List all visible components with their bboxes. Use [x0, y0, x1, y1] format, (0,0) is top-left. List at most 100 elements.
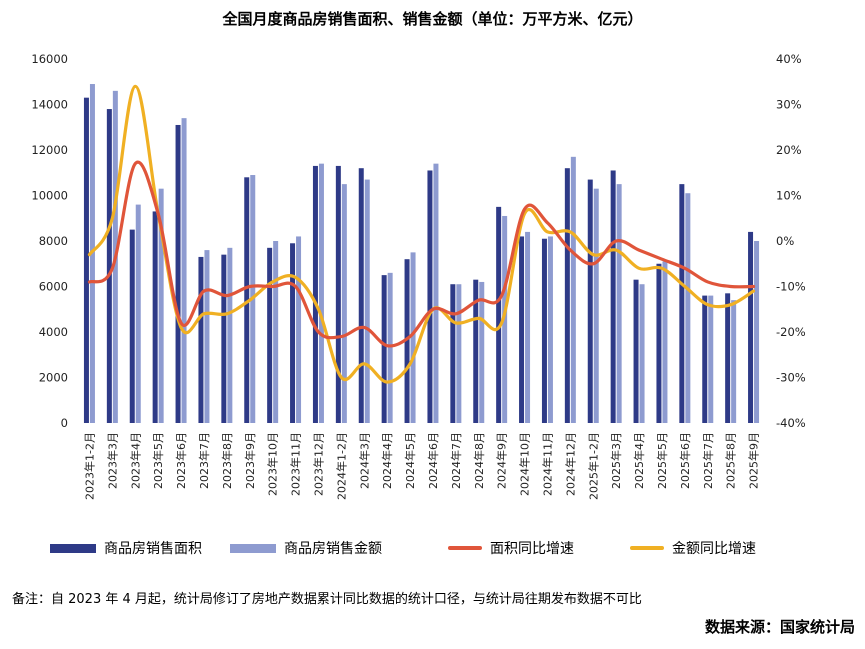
bar-series	[83, 84, 760, 424]
x-tick-label: 2023年12月	[311, 432, 325, 496]
bar-amount	[410, 252, 416, 423]
bar-amount	[593, 188, 599, 423]
x-tick-label: 2023年7月	[197, 432, 211, 489]
legend-label-amount-yoy: 金额同比增速	[672, 541, 756, 557]
line-area-yoy	[87, 160, 756, 348]
bar-amount	[570, 156, 576, 423]
legend-item-amount: 商品房销售金额	[230, 538, 382, 558]
bar-area	[381, 275, 387, 423]
right-tick-label: 20%	[776, 143, 802, 157]
x-tick-label: 2023年8月	[220, 432, 234, 489]
x-tick-label: 2023年1-2月	[82, 432, 96, 500]
left-tick-label: 0	[61, 416, 68, 430]
x-tick-label: 2024年10月	[518, 432, 532, 496]
bar-amount	[273, 241, 279, 423]
bar-area	[473, 279, 479, 423]
x-tick-label: 2024年9月	[495, 432, 509, 489]
x-tick-label: 2025年1-2月	[586, 432, 600, 500]
bar-amount	[135, 204, 141, 423]
bar-amount	[181, 118, 187, 424]
left-tick-label: 8000	[39, 234, 68, 248]
x-tick-label: 2023年9月	[243, 432, 257, 489]
right-tick-label: -40%	[776, 416, 806, 430]
x-tick-label: 2024年3月	[357, 432, 371, 489]
x-tick-label: 2023年5月	[151, 432, 165, 489]
left-tick-label: 14000	[31, 98, 68, 112]
x-axis-labels: 2023年1-2月 2023年3月 2023年4月 2023年5月 2023年6月 202…	[82, 432, 760, 500]
bar-amount	[639, 284, 645, 423]
x-tick-label: 2025年7月	[701, 432, 715, 489]
bar-area	[175, 124, 181, 423]
bar-area	[587, 179, 593, 423]
bar-amount	[502, 215, 508, 423]
left-axis: 0 2000 4000 6000 8000 10000 12000 14000 16000	[31, 52, 68, 430]
x-tick-label: 2025年9月	[747, 432, 761, 489]
bar-amount	[662, 261, 668, 423]
x-tick-label: 2024年4月	[380, 432, 394, 489]
bar-amount	[547, 236, 553, 423]
bar-amount	[754, 241, 760, 423]
bar-amount	[685, 193, 691, 423]
x-tick-label: 2023年4月	[128, 432, 142, 489]
bar-amount	[456, 284, 462, 423]
bar-area	[450, 284, 456, 423]
bar-area	[198, 256, 204, 423]
bar-area	[519, 236, 525, 423]
bar-amount	[616, 184, 622, 423]
bar-area	[496, 206, 502, 423]
right-tick-label: -10%	[776, 280, 806, 294]
bar-area	[610, 170, 616, 423]
bar-amount	[296, 236, 302, 423]
bar-area	[267, 247, 273, 423]
bar-amount	[433, 163, 439, 423]
right-tick-label: 10%	[776, 189, 802, 203]
line-amount-yoy	[87, 84, 756, 384]
x-tick-label: 2025年4月	[632, 432, 646, 489]
bar-area	[129, 229, 135, 423]
bar-area	[725, 293, 731, 423]
x-tick-label: 2025年6月	[678, 432, 692, 489]
bar-area	[244, 177, 250, 423]
x-tick-label: 2024年5月	[403, 432, 417, 489]
bar-area	[541, 238, 547, 423]
x-tick-label: 2023年11月	[289, 432, 303, 496]
bar-area	[702, 295, 708, 423]
left-tick-label: 12000	[31, 143, 68, 157]
footnote: 备注：自 2023 年 4 月起，统计局修订了房地产数据累计同比数据的统计口径，…	[12, 592, 642, 607]
bar-area	[335, 165, 341, 424]
right-tick-label: 40%	[776, 52, 802, 66]
bar-amount	[731, 300, 737, 423]
bar-area	[404, 259, 410, 423]
x-tick-label: 2024年12月	[563, 432, 577, 496]
right-tick-label: -20%	[776, 325, 806, 339]
legend-item-amount-yoy: 金额同比增速	[630, 538, 756, 558]
x-tick-label: 2024年7月	[449, 432, 463, 489]
bar-area	[656, 263, 662, 423]
x-tick-label: 2023年6月	[174, 432, 188, 489]
left-tick-label: 2000	[39, 371, 68, 385]
bar-amount	[364, 179, 370, 423]
x-tick-label: 2025年3月	[609, 432, 623, 489]
legend-swatch-area-yoy	[448, 546, 482, 550]
legend-item-area: 商品房销售面积	[50, 538, 202, 558]
left-tick-label: 6000	[39, 280, 68, 294]
bar-amount	[158, 188, 164, 423]
legend-label-area-yoy: 面积同比增速	[490, 541, 574, 557]
legend-swatch-area	[50, 543, 96, 553]
bar-area	[679, 184, 685, 423]
left-tick-label: 16000	[31, 52, 68, 66]
bar-area	[312, 165, 318, 424]
legend-label-area: 商品房销售面积	[104, 541, 202, 557]
legend-swatch-amount-yoy	[630, 546, 664, 550]
right-tick-label: 30%	[776, 98, 802, 112]
x-tick-label: 2024年8月	[472, 432, 486, 489]
x-tick-label: 2023年10月	[266, 432, 280, 496]
bar-area	[358, 168, 364, 423]
right-tick-label: 0%	[776, 234, 794, 248]
x-tick-label: 2024年11月	[540, 432, 554, 496]
bar-amount	[204, 250, 210, 423]
x-tick-label: 2023年3月	[105, 432, 119, 489]
bar-amount	[708, 295, 714, 423]
left-tick-label: 10000	[31, 189, 68, 203]
